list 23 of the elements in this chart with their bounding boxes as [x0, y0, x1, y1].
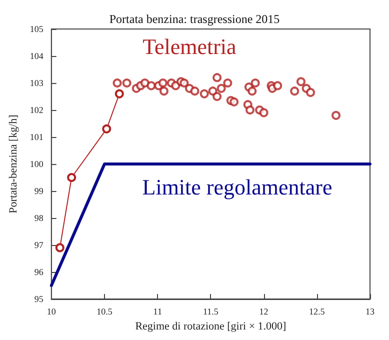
y-tick-label: 99 [34, 186, 44, 196]
y-tick-label: 95 [34, 294, 44, 304]
chart-title: Portata benzina: trasgressione 2015 [109, 12, 280, 26]
y-tick-label: 98 [34, 213, 44, 223]
y-axis-title: Portata-benzina [kg/h] [8, 114, 20, 214]
x-tick-label: 10.5 [96, 306, 113, 316]
y-tick-label: 103 [30, 78, 44, 88]
series-label: Limite regolamentare [142, 174, 332, 200]
x-tick-label: 10 [46, 306, 56, 316]
y-tick-label: 97 [34, 240, 44, 250]
x-tick-label: 11 [153, 306, 162, 316]
y-tick-label: 96 [34, 267, 44, 277]
x-tick-label: 12.5 [309, 306, 326, 316]
y-tick-label: 104 [30, 51, 44, 61]
series-label: Telemetria [142, 34, 237, 60]
y-tick-label: 102 [30, 105, 44, 115]
y-tick-label: 101 [30, 132, 44, 142]
y-tick-label: 100 [30, 159, 44, 169]
x-axis-title: Regime di rotazione [giri × 1.000] [135, 320, 286, 332]
x-tick-label: 13 [366, 306, 375, 316]
x-tick-label: 12 [259, 306, 268, 316]
x-tick-label: 11.5 [202, 306, 219, 316]
y-tick-label: 105 [30, 24, 44, 34]
